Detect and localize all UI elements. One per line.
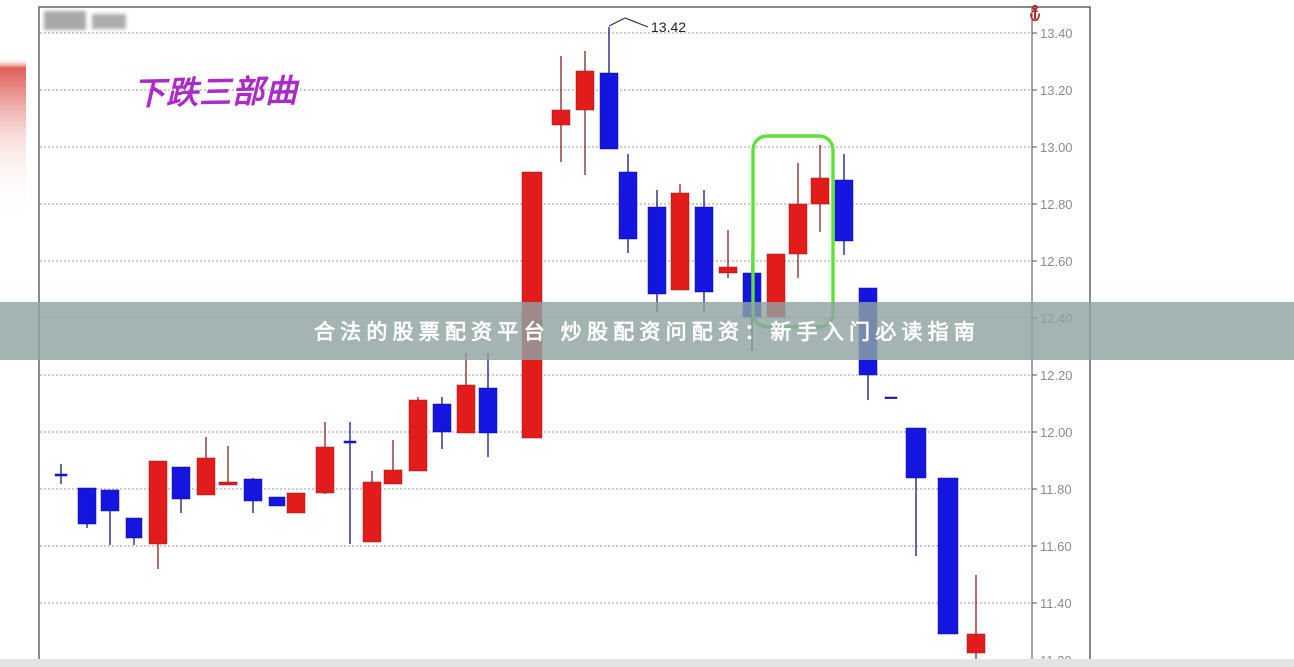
svg-text:11.80: 11.80 (1040, 482, 1072, 497)
svg-text:12.60: 12.60 (1040, 254, 1073, 269)
svg-text:12.20: 12.20 (1040, 368, 1073, 383)
svg-text:13.20: 13.20 (1040, 83, 1073, 98)
svg-text:11.60: 11.60 (1040, 539, 1072, 554)
svg-text:12.00: 12.00 (1040, 425, 1073, 440)
svg-text:13.00: 13.00 (1040, 140, 1073, 155)
svg-text:11.40: 11.40 (1040, 596, 1072, 611)
svg-text:13.40: 13.40 (1040, 26, 1073, 41)
svg-text:12.80: 12.80 (1040, 197, 1073, 212)
svg-text:13.42: 13.42 (651, 19, 686, 35)
